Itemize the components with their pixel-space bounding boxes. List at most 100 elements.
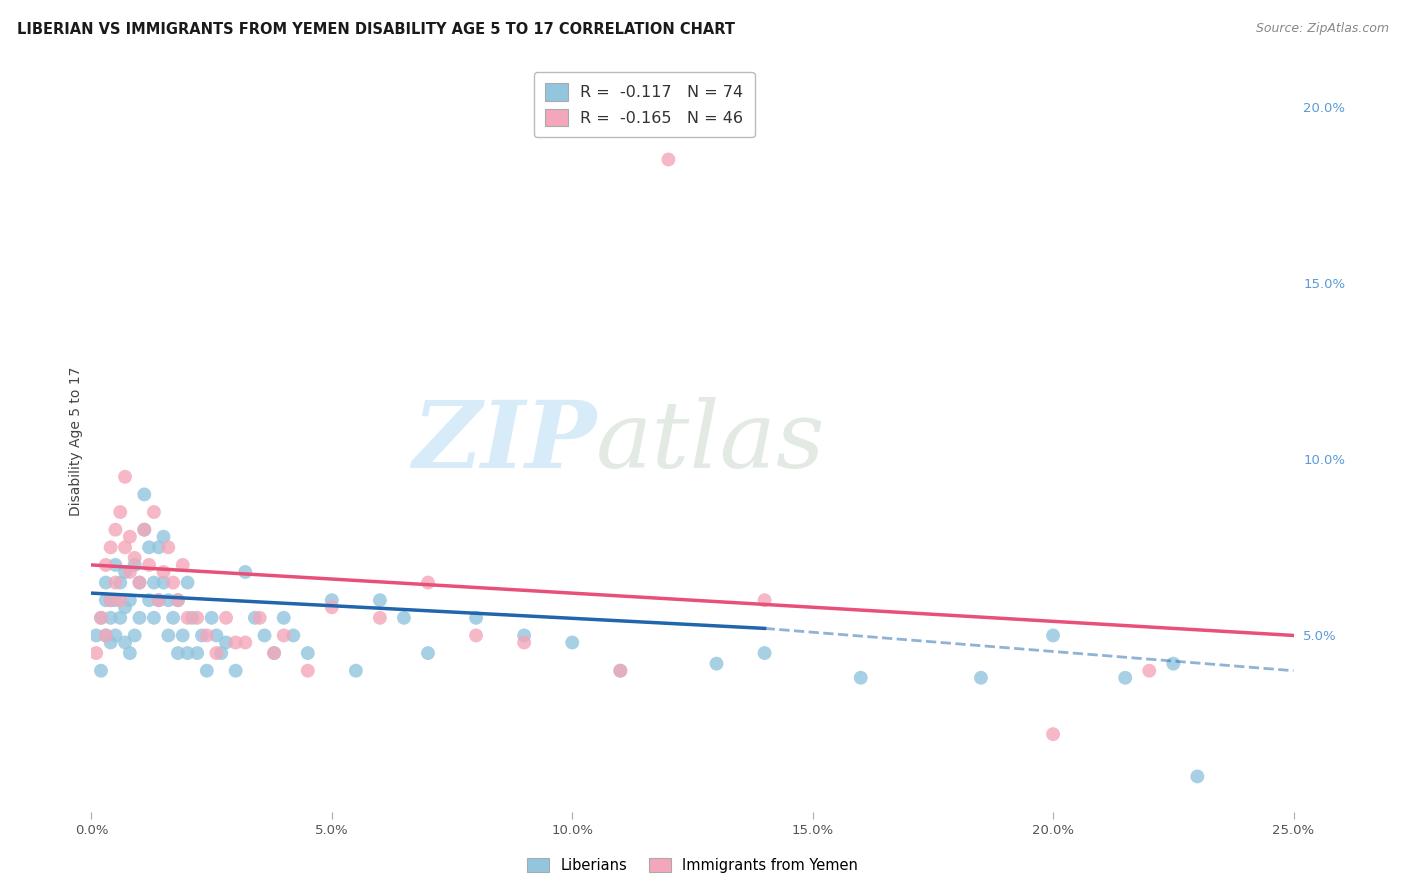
Point bbox=[124, 558, 146, 572]
Point bbox=[167, 593, 190, 607]
Point bbox=[233, 565, 256, 579]
Point bbox=[1137, 664, 1160, 678]
Point bbox=[243, 611, 266, 625]
Point bbox=[110, 611, 132, 625]
Point bbox=[124, 550, 146, 565]
Point bbox=[368, 593, 391, 607]
Point bbox=[297, 664, 319, 678]
Point bbox=[215, 635, 238, 649]
Point bbox=[94, 575, 117, 590]
Point bbox=[225, 635, 247, 649]
Point bbox=[368, 611, 391, 625]
Point bbox=[100, 635, 122, 649]
Point bbox=[138, 541, 160, 555]
Point bbox=[148, 541, 170, 555]
Point bbox=[104, 628, 127, 642]
Point bbox=[209, 646, 232, 660]
Point bbox=[195, 664, 218, 678]
Point bbox=[138, 558, 160, 572]
Point bbox=[195, 628, 218, 642]
Point bbox=[176, 575, 198, 590]
Point bbox=[128, 611, 150, 625]
Point bbox=[167, 646, 190, 660]
Point bbox=[152, 575, 174, 590]
Point bbox=[416, 575, 439, 590]
Point bbox=[157, 541, 180, 555]
Point bbox=[118, 565, 141, 579]
Point bbox=[172, 558, 194, 572]
Point bbox=[513, 635, 536, 649]
Point bbox=[215, 611, 238, 625]
Point bbox=[142, 611, 165, 625]
Point bbox=[849, 671, 872, 685]
Point bbox=[167, 593, 190, 607]
Point bbox=[186, 611, 208, 625]
Point bbox=[138, 593, 160, 607]
Point bbox=[191, 628, 214, 642]
Point bbox=[148, 593, 170, 607]
Point bbox=[186, 646, 208, 660]
Point bbox=[114, 635, 136, 649]
Point bbox=[134, 523, 156, 537]
Point bbox=[90, 664, 112, 678]
Point bbox=[104, 523, 127, 537]
Point bbox=[157, 593, 180, 607]
Point bbox=[100, 541, 122, 555]
Point bbox=[273, 611, 295, 625]
Point bbox=[162, 575, 184, 590]
Text: ZIP: ZIP bbox=[412, 397, 596, 486]
Point bbox=[134, 487, 156, 501]
Point bbox=[128, 575, 150, 590]
Point bbox=[970, 671, 993, 685]
Point bbox=[114, 541, 136, 555]
Point bbox=[253, 628, 276, 642]
Point bbox=[152, 565, 174, 579]
Point bbox=[162, 611, 184, 625]
Point bbox=[561, 635, 583, 649]
Point bbox=[1114, 671, 1136, 685]
Point bbox=[1161, 657, 1184, 671]
Point bbox=[94, 593, 117, 607]
Point bbox=[148, 593, 170, 607]
Y-axis label: Disability Age 5 to 17: Disability Age 5 to 17 bbox=[69, 367, 83, 516]
Point bbox=[416, 646, 439, 660]
Point bbox=[321, 600, 343, 615]
Point bbox=[110, 575, 132, 590]
Point bbox=[110, 505, 132, 519]
Point bbox=[201, 611, 224, 625]
Point bbox=[90, 611, 112, 625]
Point bbox=[609, 664, 631, 678]
Point bbox=[134, 523, 156, 537]
Point bbox=[124, 628, 146, 642]
Point bbox=[657, 153, 679, 167]
Point bbox=[176, 611, 198, 625]
Point bbox=[263, 646, 285, 660]
Point bbox=[142, 575, 165, 590]
Point bbox=[100, 593, 122, 607]
Text: LIBERIAN VS IMMIGRANTS FROM YEMEN DISABILITY AGE 5 TO 17 CORRELATION CHART: LIBERIAN VS IMMIGRANTS FROM YEMEN DISABI… bbox=[17, 22, 735, 37]
Point bbox=[114, 470, 136, 484]
Point bbox=[100, 593, 122, 607]
Point bbox=[152, 530, 174, 544]
Point bbox=[84, 628, 107, 642]
Point bbox=[118, 530, 141, 544]
Point bbox=[205, 628, 228, 642]
Text: Source: ZipAtlas.com: Source: ZipAtlas.com bbox=[1256, 22, 1389, 36]
Point bbox=[321, 593, 343, 607]
Point bbox=[754, 646, 776, 660]
Point bbox=[176, 646, 198, 660]
Point bbox=[181, 611, 204, 625]
Point bbox=[1187, 769, 1209, 783]
Legend: Liberians, Immigrants from Yemen: Liberians, Immigrants from Yemen bbox=[520, 852, 865, 879]
Point bbox=[118, 593, 141, 607]
Point bbox=[609, 664, 631, 678]
Point bbox=[142, 505, 165, 519]
Point bbox=[1042, 628, 1064, 642]
Point bbox=[249, 611, 271, 625]
Point bbox=[233, 635, 256, 649]
Point bbox=[706, 657, 728, 671]
Point bbox=[104, 593, 127, 607]
Point bbox=[114, 565, 136, 579]
Point bbox=[100, 611, 122, 625]
Text: atlas: atlas bbox=[596, 397, 825, 486]
